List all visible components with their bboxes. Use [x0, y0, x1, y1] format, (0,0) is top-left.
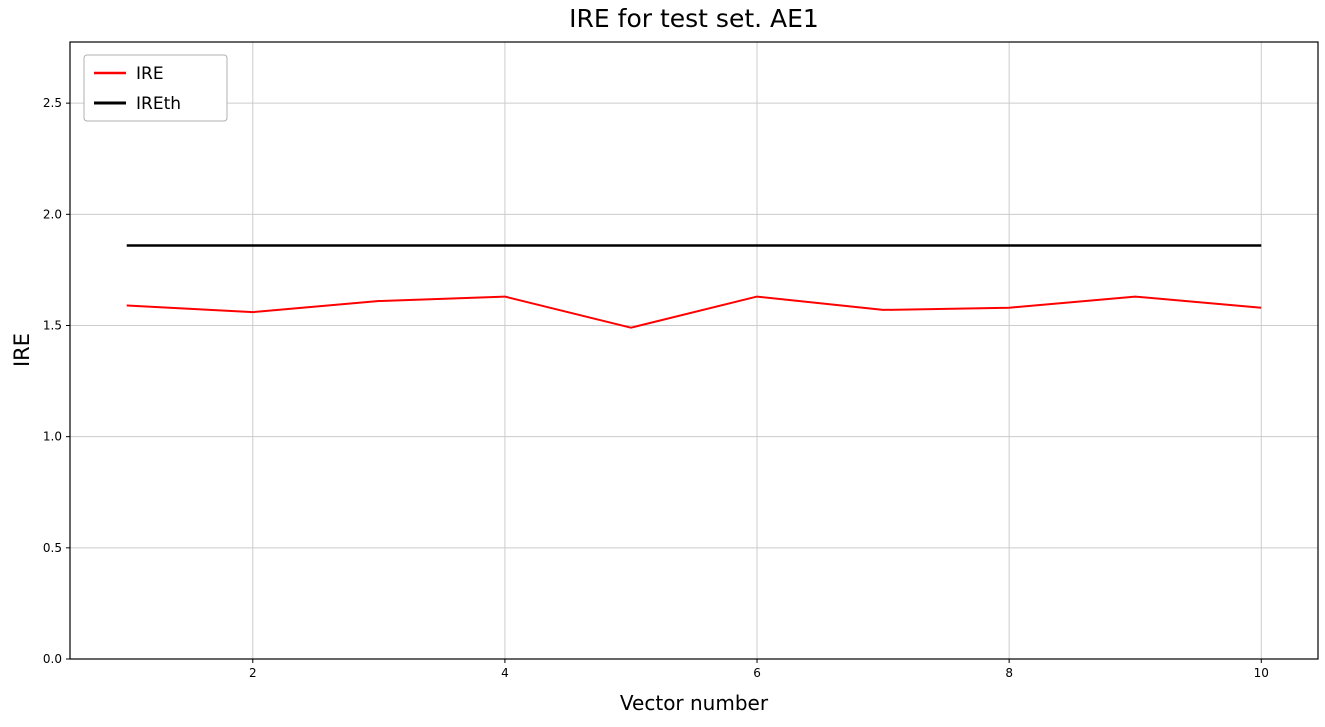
y-tick-label: 1.0: [43, 430, 62, 444]
legend-label-IRE: IRE: [136, 64, 164, 84]
y-tick-label: 2.5: [43, 96, 62, 110]
legend: IRE IREth: [83, 54, 228, 122]
series-line-IRE: [126, 295, 1262, 329]
plot-border: [69, 41, 1319, 660]
x-axis-label: Vector number: [619, 691, 769, 715]
x-tick-label: 8: [1005, 666, 1013, 680]
y-tick-label: 1.5: [43, 318, 62, 332]
x-tick-label: 4: [501, 666, 509, 680]
chart-title: IRE for test set. AE1: [569, 4, 819, 33]
x-tick-label: 10: [1254, 666, 1269, 680]
y-tick-label: 0.0: [43, 652, 62, 666]
y-axis-label: IRE: [10, 332, 34, 368]
legend-label-IREth: IREth: [136, 94, 181, 114]
y-tick-label: 0.5: [43, 541, 62, 555]
x-tick-label: 6: [753, 666, 761, 680]
y-tick-label: 2.0: [43, 207, 62, 221]
x-tick-label: 2: [249, 666, 257, 680]
